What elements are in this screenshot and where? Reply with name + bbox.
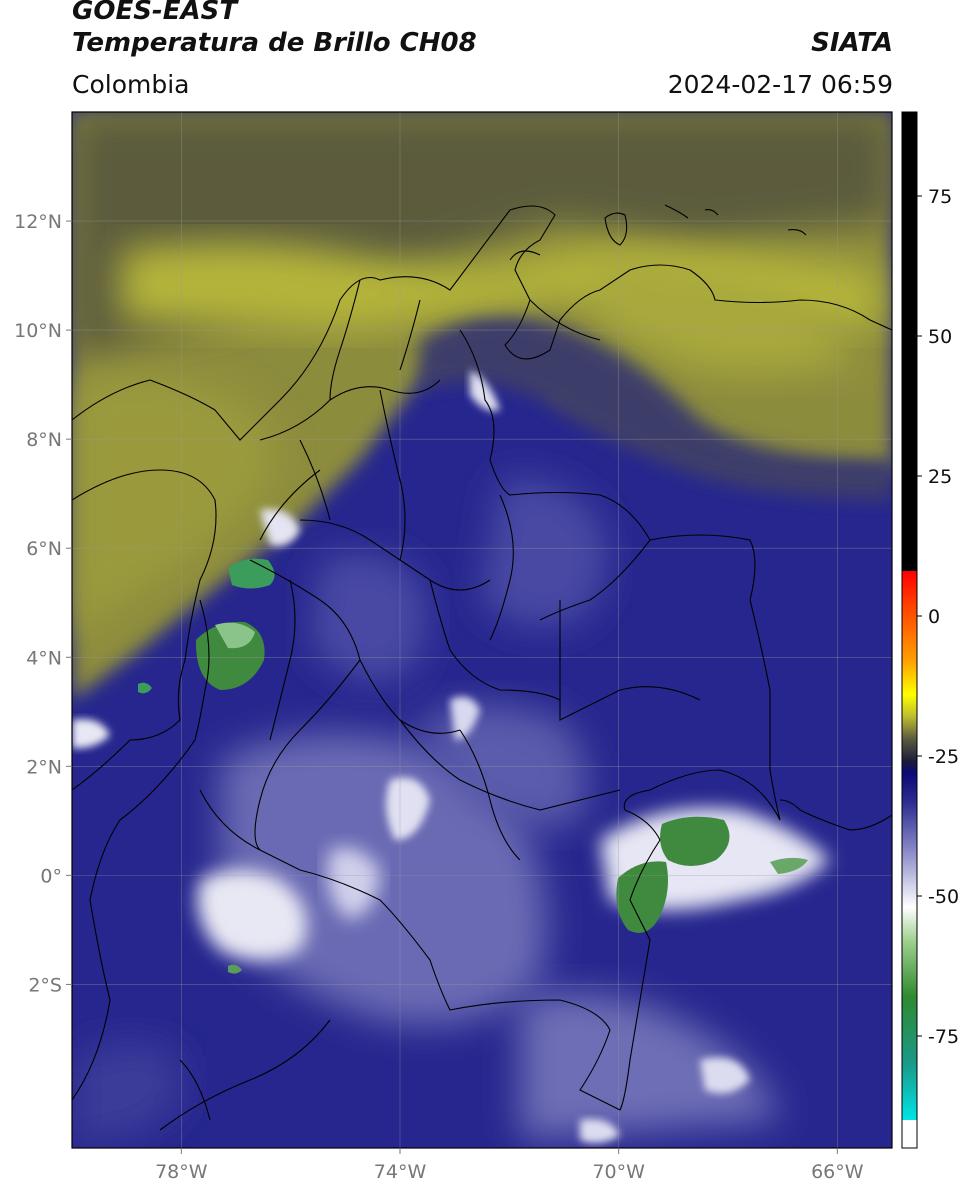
lon-tick-label: 78°W — [155, 1161, 208, 1183]
colorbar-tick-label: 50 — [928, 326, 952, 348]
lat-tick-label: 10°N — [14, 320, 62, 342]
lon-tick-label: 66°W — [811, 1161, 864, 1183]
coastlines-borders — [72, 204, 892, 1131]
lon-tick-label: 70°W — [592, 1161, 645, 1183]
lat-tick-label: 4°N — [26, 647, 62, 669]
colorbar-tick-label: 0 — [928, 606, 940, 628]
product-title: Temperatura de Brillo CH08 — [72, 28, 477, 58]
colorbar-tick-label: 25 — [928, 466, 952, 488]
satellite-title: GOES-EAST — [72, 0, 238, 26]
colorbar-gradient — [901, 111, 918, 1149]
latitude-tick-labels: 12°N 10°N 8°N 6°N 4°N 2°N 0° 2°S — [14, 211, 72, 996]
timestamp-label: 2024-02-17 06:59 — [667, 70, 893, 99]
colorbar-tick-label: 75 — [928, 186, 952, 208]
lat-tick-label: 12°N — [14, 211, 62, 233]
colorbar-tick-labels: 75 50 25 0 -25 -50 -75 — [917, 186, 959, 1048]
lat-tick-label: 0° — [40, 865, 62, 887]
colorbar: 75 50 25 0 -25 -50 -75 — [901, 111, 959, 1149]
longitude-tick-labels: 78°W 74°W 70°W 66°W — [155, 1148, 864, 1183]
colorbar-tick-label: -25 — [928, 746, 959, 768]
map-gridlines — [72, 112, 892, 1148]
brightness-temperature-imagery — [72, 112, 892, 1148]
brand-label: SIATA — [811, 28, 893, 58]
colorbar-tick-label: -75 — [928, 1026, 959, 1048]
lat-tick-label: 8°N — [26, 429, 62, 451]
lat-tick-label: 2°S — [28, 974, 62, 996]
lat-tick-label: 2°N — [26, 756, 62, 778]
lon-tick-label: 74°W — [374, 1161, 427, 1183]
lat-tick-label: 6°N — [26, 538, 62, 560]
colorbar-tick-label: -50 — [928, 886, 959, 908]
map-frame — [71, 111, 893, 1149]
region-label: Colombia — [72, 70, 190, 99]
